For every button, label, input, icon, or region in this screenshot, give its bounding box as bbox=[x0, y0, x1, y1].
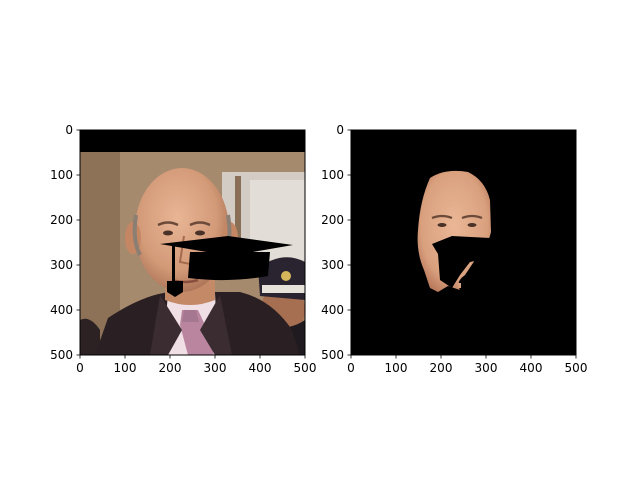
x-tick-label: 0 bbox=[76, 361, 84, 375]
y-tick-label: 100 bbox=[321, 168, 344, 182]
x-tick-label: 100 bbox=[114, 361, 137, 375]
y-tick-label: 500 bbox=[50, 348, 73, 362]
x-tick-label: 400 bbox=[520, 361, 543, 375]
y-tick-label: 400 bbox=[50, 303, 73, 317]
y-tick-label: 300 bbox=[50, 258, 73, 272]
face-mask-image bbox=[351, 130, 576, 355]
right-image-panel bbox=[350, 129, 577, 356]
y-tick-label: 200 bbox=[321, 213, 344, 227]
y-tick-label: 0 bbox=[65, 123, 73, 137]
x-tick-label: 100 bbox=[385, 361, 408, 375]
y-tick-label: 100 bbox=[50, 168, 73, 182]
photo-image bbox=[80, 130, 305, 355]
x-tick-label: 200 bbox=[430, 361, 453, 375]
y-tick-label: 400 bbox=[321, 303, 344, 317]
y-tick-label: 500 bbox=[321, 348, 344, 362]
x-tick-label: 200 bbox=[159, 361, 182, 375]
x-tick-label: 500 bbox=[294, 361, 317, 375]
left-image-panel bbox=[79, 129, 306, 356]
y-tick-label: 300 bbox=[321, 258, 344, 272]
y-tick-label: 0 bbox=[336, 123, 344, 137]
x-tick-label: 300 bbox=[204, 361, 227, 375]
x-tick-label: 0 bbox=[347, 361, 355, 375]
y-tick-label: 200 bbox=[50, 213, 73, 227]
left-axes-frame bbox=[79, 129, 306, 356]
right-axes-frame bbox=[350, 129, 577, 356]
x-tick-label: 400 bbox=[249, 361, 272, 375]
x-tick-label: 300 bbox=[475, 361, 498, 375]
x-tick-label: 500 bbox=[565, 361, 588, 375]
